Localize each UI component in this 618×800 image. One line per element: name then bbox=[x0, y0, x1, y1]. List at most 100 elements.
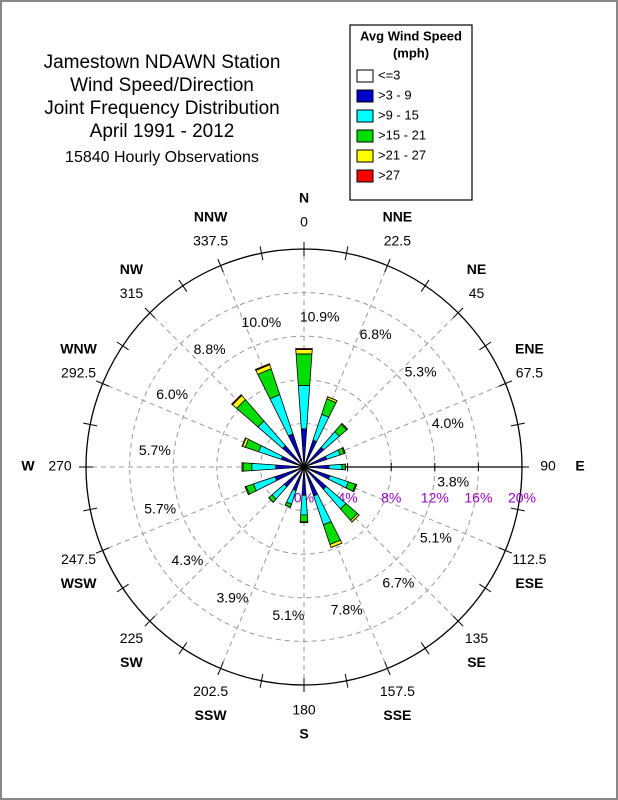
total-label: 5.1% bbox=[420, 529, 452, 545]
r-tick-label: 8% bbox=[381, 490, 401, 506]
direction-code: SE bbox=[467, 654, 486, 670]
direction-degree: 315 bbox=[120, 285, 144, 301]
legend-swatch bbox=[356, 89, 374, 103]
legend-label: >27 bbox=[378, 167, 400, 182]
legend-swatch bbox=[356, 109, 374, 123]
outer-tick bbox=[116, 583, 129, 593]
direction-degree: 0 bbox=[300, 214, 308, 230]
r-tick-label: 20% bbox=[508, 490, 536, 506]
legend-label: >3 - 9 bbox=[378, 87, 412, 102]
direction-code: SW bbox=[120, 654, 143, 670]
bar-segment bbox=[341, 463, 346, 471]
legend-swatch bbox=[356, 169, 374, 183]
outer-tick bbox=[95, 380, 110, 387]
bar-segment bbox=[251, 462, 277, 472]
direction-code: NE bbox=[467, 261, 486, 277]
total-label: 5.1% bbox=[272, 607, 304, 623]
legend-title: Avg Wind Speed bbox=[360, 28, 462, 43]
direction-code: E bbox=[575, 458, 584, 474]
outer-tick bbox=[217, 258, 224, 273]
chart-title: Wind Speed/Direction bbox=[70, 75, 254, 96]
direction-code: WSW bbox=[61, 575, 98, 591]
outer-tick bbox=[510, 422, 525, 427]
total-label: 10.9% bbox=[300, 309, 340, 325]
bar-segment bbox=[295, 353, 313, 386]
direction-code: SSW bbox=[195, 707, 228, 723]
direction-code: S bbox=[299, 726, 308, 742]
bar-segment bbox=[231, 394, 243, 406]
outer-tick bbox=[259, 246, 264, 261]
direction-degree: 337.5 bbox=[193, 232, 228, 248]
direction-code: NNW bbox=[194, 208, 228, 224]
bar-segment bbox=[300, 494, 308, 516]
chart-subtitle: 15840 Hourly Observations bbox=[65, 149, 259, 166]
chart-title: Jamestown NDAWN Station bbox=[44, 52, 281, 73]
bar-segment bbox=[268, 497, 274, 503]
bar-segment bbox=[342, 447, 346, 454]
direction-degree: 180 bbox=[292, 702, 316, 718]
bar-segment bbox=[328, 463, 343, 471]
total-label: 10.0% bbox=[242, 314, 282, 330]
chart-title: Joint Frequency Distribution bbox=[44, 98, 280, 119]
outer-tick bbox=[420, 279, 430, 292]
outer-tick bbox=[83, 422, 98, 427]
outer-tick bbox=[95, 547, 110, 554]
legend-swatch bbox=[356, 129, 374, 143]
r-tick-label: 16% bbox=[464, 490, 492, 506]
outer-tick bbox=[384, 661, 391, 676]
total-label: 8.8% bbox=[194, 341, 226, 357]
outer-tick bbox=[510, 507, 525, 512]
bar-segment bbox=[242, 462, 253, 472]
bar-segment bbox=[244, 486, 249, 495]
bar-segment bbox=[299, 514, 309, 522]
bar-segment bbox=[330, 542, 343, 548]
total-label: 5.7% bbox=[144, 500, 176, 516]
total-label: 4.3% bbox=[171, 552, 203, 568]
direction-code: N bbox=[299, 190, 309, 206]
outer-tick bbox=[452, 307, 464, 319]
outer-tick bbox=[217, 661, 224, 676]
bar-segment bbox=[284, 504, 291, 508]
outer-tick bbox=[479, 583, 492, 593]
direction-degree: 202.5 bbox=[193, 683, 228, 699]
outer-tick bbox=[498, 380, 513, 387]
outer-tick bbox=[344, 673, 349, 688]
outer-tick bbox=[452, 615, 464, 627]
direction-degree: 270 bbox=[48, 458, 72, 474]
direction-degree: 225 bbox=[120, 630, 144, 646]
legend-swatch bbox=[356, 149, 374, 163]
direction-code: W bbox=[21, 458, 35, 474]
legend-swatch bbox=[356, 69, 374, 83]
total-label: 5.3% bbox=[405, 363, 437, 379]
bar-segment bbox=[241, 437, 247, 447]
direction-degree: 67.5 bbox=[516, 364, 543, 380]
bar-segment bbox=[341, 423, 348, 430]
bar-segment bbox=[295, 348, 313, 350]
total-label: 4.0% bbox=[432, 415, 464, 431]
direction-code: NNE bbox=[383, 208, 413, 224]
legend-title: (mph) bbox=[393, 45, 429, 60]
direction-degree: 247.5 bbox=[61, 551, 96, 567]
bar-segment bbox=[353, 484, 358, 492]
outer-tick bbox=[479, 341, 492, 351]
total-label: 6.0% bbox=[156, 386, 188, 402]
legend-label: >15 - 21 bbox=[378, 127, 426, 142]
total-label: 3.8% bbox=[437, 473, 469, 489]
direction-degree: 112.5 bbox=[512, 551, 546, 567]
direction-degree: 135 bbox=[465, 630, 489, 646]
direction-code: ENE bbox=[515, 340, 544, 356]
direction-code: WNW bbox=[60, 340, 97, 356]
legend-label: >21 - 27 bbox=[378, 147, 426, 162]
direction-degree: 292.5 bbox=[61, 364, 96, 380]
direction-degree: 157.5 bbox=[380, 683, 415, 699]
direction-code: ESE bbox=[515, 575, 543, 591]
total-label: 3.9% bbox=[216, 590, 248, 606]
outer-tick bbox=[116, 341, 129, 351]
bar-segment bbox=[327, 396, 338, 402]
direction-degree: 90 bbox=[540, 458, 556, 474]
total-label: 6.7% bbox=[382, 574, 414, 590]
total-label: 6.8% bbox=[360, 326, 392, 342]
bar-segment bbox=[254, 363, 271, 371]
outer-tick bbox=[178, 279, 188, 292]
outer-tick bbox=[384, 258, 391, 273]
